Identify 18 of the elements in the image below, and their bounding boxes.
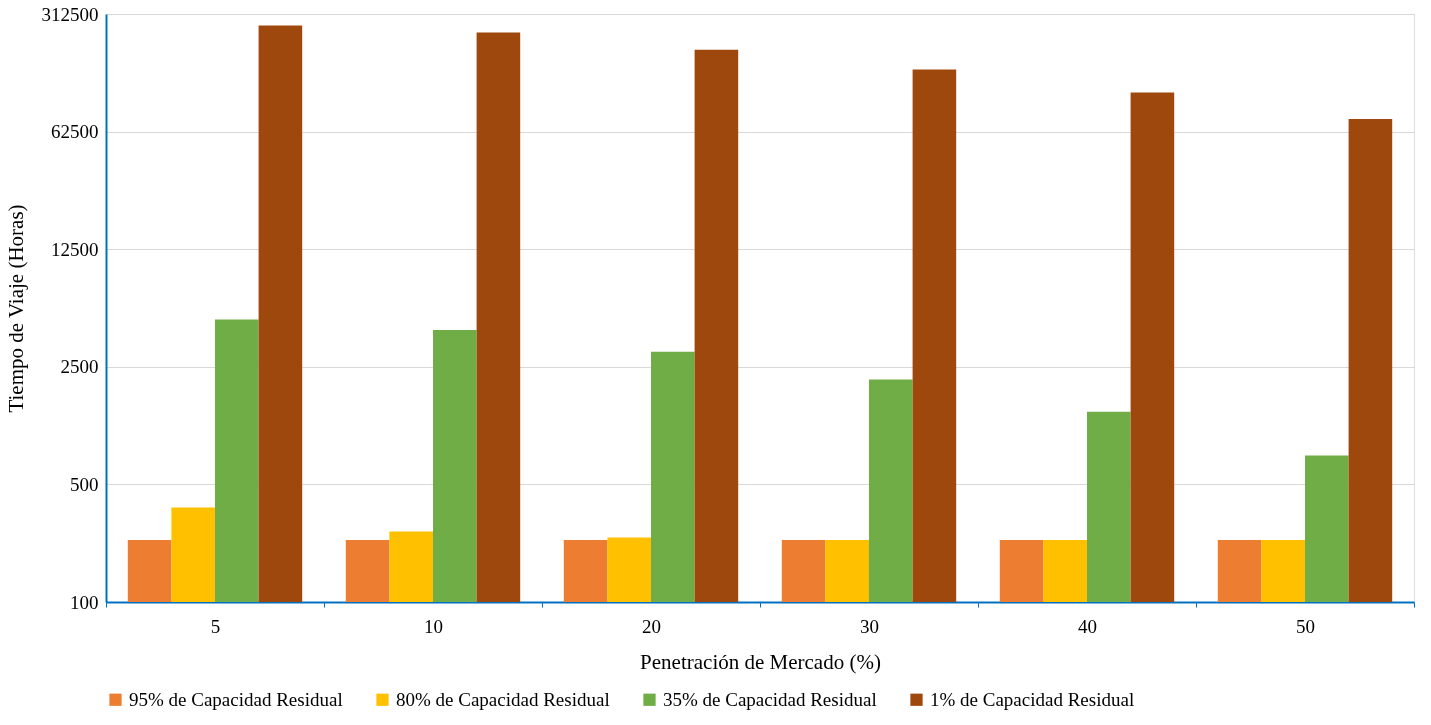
y-tick-label: 312500 bbox=[41, 3, 99, 25]
legend-label: 95% de Capacidad Residual bbox=[129, 688, 343, 710]
y-axis-title: Tiempo de Viaje (Horas) bbox=[3, 204, 28, 413]
x-axis-title: Penetración de Mercado (%) bbox=[640, 649, 881, 674]
y-tick-label: 500 bbox=[70, 473, 99, 495]
y-tick-label: 62500 bbox=[51, 121, 99, 143]
x-tick-label: 40 bbox=[1078, 615, 1097, 637]
y-tick-label: 100 bbox=[70, 591, 99, 613]
x-tick-label: 50 bbox=[1296, 615, 1315, 637]
y-tick-label: 2500 bbox=[60, 356, 99, 378]
legend-label: 80% de Capacidad Residual bbox=[396, 688, 610, 710]
x-tick-label: 30 bbox=[860, 615, 879, 637]
x-tick-label: 5 bbox=[210, 615, 221, 637]
x-tick-label: 20 bbox=[642, 615, 661, 637]
legend-label: 1% de Capacidad Residual bbox=[930, 688, 1135, 710]
y-tick-label: 12500 bbox=[51, 238, 99, 260]
x-tick-label: 10 bbox=[424, 615, 443, 637]
legend-label: 35% de Capacidad Residual bbox=[663, 688, 877, 710]
